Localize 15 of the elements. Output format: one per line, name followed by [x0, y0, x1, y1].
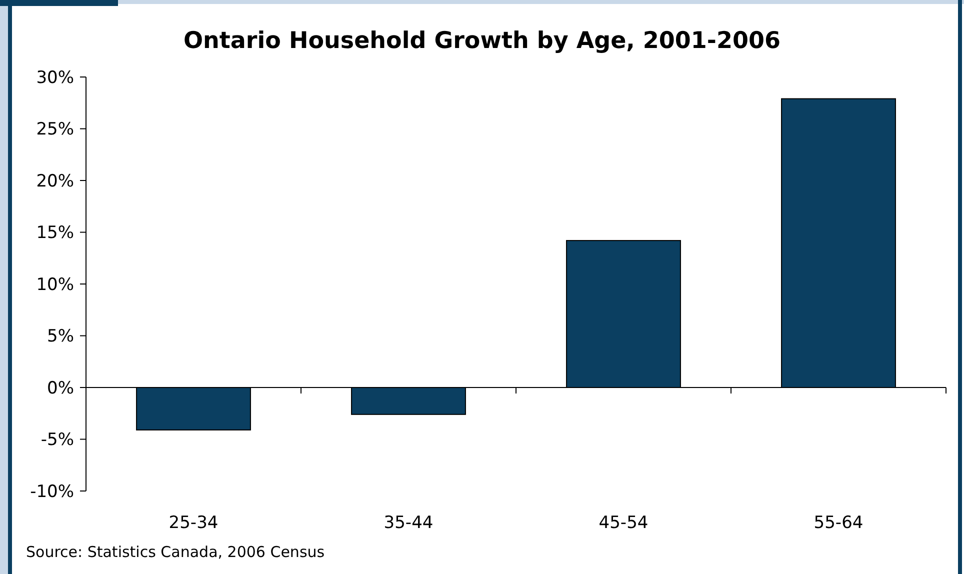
source-note: Source: Statistics Canada, 2006 Census — [26, 543, 325, 561]
y-tick-label: 15% — [36, 223, 74, 244]
y-tick-label: 20% — [36, 171, 74, 192]
x-tick-label: 35-44 — [384, 513, 434, 533]
y-tick-label: 30% — [36, 68, 74, 88]
y-tick-label: -10% — [30, 482, 74, 502]
y-tick-label: 0% — [47, 378, 74, 398]
x-tick-label: 25-34 — [168, 513, 218, 533]
chart-title: Ontario Household Growth by Age, 2001-2006 — [183, 28, 781, 54]
y-tick-label: 10% — [36, 274, 74, 295]
x-tick-label: 55-64 — [814, 513, 864, 533]
x-tick-label: 45-54 — [598, 513, 648, 533]
y-tick-label: 25% — [36, 120, 74, 140]
y-tick-label: 5% — [47, 326, 74, 347]
y-tick-label: -5% — [40, 430, 74, 450]
